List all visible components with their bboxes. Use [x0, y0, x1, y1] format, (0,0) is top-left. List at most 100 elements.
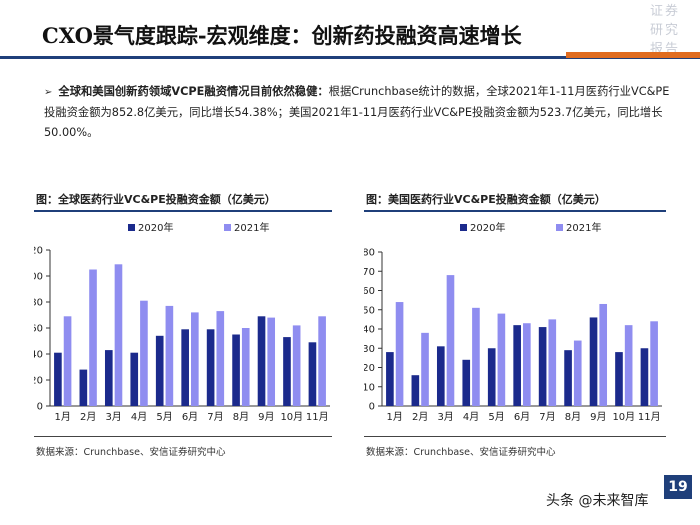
legend-label: 2020年 [470, 221, 505, 234]
bar [283, 337, 291, 406]
x-tick-label: 6月 [514, 411, 530, 423]
bar [191, 312, 199, 406]
bar [181, 329, 189, 406]
bar [130, 352, 139, 406]
legend-swatch [128, 224, 135, 231]
x-tick-label: 8月 [233, 411, 249, 423]
x-tick-label: 10月 [280, 411, 303, 423]
x-tick-label: 3月 [105, 411, 121, 423]
bar [599, 303, 608, 406]
bar [292, 325, 301, 406]
x-tick-label: 8月 [565, 411, 581, 423]
x-tick-label: 9月 [590, 411, 606, 423]
chart-source-global: 数据来源：Crunchbase、安信证券研究中心 [36, 447, 226, 458]
bar [63, 316, 72, 406]
y-tick-label: 20 [364, 363, 375, 374]
summary-body: 根据Crunchbase统计的数据，全球2021年1-11月医药行业VC&PE投… [44, 85, 670, 139]
bar [232, 334, 240, 406]
bar [421, 332, 429, 406]
x-tick-label: 11月 [638, 411, 661, 423]
legend-label: 2020年 [138, 221, 173, 234]
bar [206, 329, 215, 406]
bar [513, 325, 521, 406]
y-tick-label: 100 [34, 272, 43, 283]
bar [487, 348, 496, 406]
bar [589, 317, 598, 406]
bar [395, 302, 404, 406]
y-tick-label: 0 [369, 402, 375, 413]
x-tick-label: 10月 [612, 411, 635, 423]
x-tick-label: 6月 [182, 411, 198, 423]
legend-swatch [460, 224, 467, 231]
bar [318, 316, 326, 406]
y-tick-label: 80 [364, 248, 375, 259]
chart-title-rule [364, 210, 666, 212]
y-tick-label: 120 [34, 246, 43, 257]
bar [573, 340, 582, 406]
chart-title-global: 图：全球医药行业VC&PE投融资金额（亿美元） [36, 193, 276, 206]
arrow-bullet-icon: ➢ [44, 87, 53, 98]
y-tick-label: 0 [37, 402, 43, 413]
y-tick-label: 40 [364, 325, 375, 336]
y-tick-label: 10 [364, 382, 375, 393]
report-watermark: 证券 研究 报告 [644, 2, 686, 59]
y-tick-label: 50 [364, 305, 375, 316]
y-tick-label: 60 [34, 324, 43, 335]
bar [497, 313, 506, 406]
chart-title-rule [34, 210, 332, 212]
legend-label: 2021年 [234, 221, 269, 234]
legend-label: 2021年 [566, 221, 601, 234]
footer-source-badge: 头条 @未来智库 [546, 493, 649, 509]
y-tick-label: 70 [364, 267, 375, 278]
bar [564, 350, 572, 406]
y-tick-label: 40 [34, 350, 43, 361]
bar [548, 319, 557, 406]
bar [615, 352, 623, 406]
watermark-line: 证券 [649, 4, 680, 19]
x-tick-label: 5月 [156, 411, 172, 423]
bar [267, 317, 276, 406]
bar [216, 311, 225, 406]
chart-title-us: 图：美国医药行业VC&PE投融资金额（亿美元） [366, 193, 606, 206]
chart-source-us: 数据来源：Crunchbase、安信证券研究中心 [366, 447, 556, 458]
bar [446, 275, 455, 406]
bar [523, 323, 531, 406]
chart-bottom-rule [34, 436, 332, 437]
x-tick-label: 7月 [539, 411, 555, 423]
bar [114, 264, 123, 406]
us-investment-bar-chart: 2020年 2021年 0 10 20 30 40 50 60 70 80 1月 2月 3月 4月 5月 6月 7… [364, 221, 662, 423]
bar [436, 346, 445, 406]
x-tick-label: 2月 [412, 411, 428, 423]
y-tick-label: 30 [364, 344, 375, 355]
x-tick-label: 2月 [80, 411, 96, 423]
bar [308, 342, 317, 406]
chart-bottom-rule [364, 436, 666, 437]
bar [257, 316, 266, 406]
x-tick-label: 1月 [55, 411, 71, 423]
bar [140, 300, 148, 406]
x-tick-label: 7月 [207, 411, 223, 423]
summary-paragraph: ➢ 全球和美国创新药领域VCPE融资情况目前依然稳健：根据Crunchbase统计… [44, 82, 672, 143]
x-tick-label: 4月 [463, 411, 479, 423]
legend-swatch [224, 224, 231, 231]
y-tick-label: 60 [364, 286, 375, 297]
x-tick-label: 11月 [306, 411, 329, 423]
bar [472, 307, 480, 406]
bar [104, 350, 113, 406]
x-tick-label: 3月 [437, 411, 453, 423]
bar [640, 348, 649, 406]
watermark-line: 研究 [649, 23, 680, 38]
x-tick-label: 5月 [488, 411, 504, 423]
bar [462, 359, 471, 406]
title-divider-accent [566, 52, 700, 58]
summary-lead: 全球和美国创新药领域VCPE融资情况目前依然稳健： [58, 85, 329, 98]
global-investment-bar-chart: 2020年 2021年 0 20 40 60 80 100 120 1月 2月 3月 4月 5月 6月 7月 8… [34, 221, 330, 423]
y-tick-label: 80 [34, 298, 43, 309]
legend-swatch [556, 224, 563, 231]
bar [411, 375, 420, 406]
bar [386, 352, 394, 406]
title-divider [0, 56, 700, 59]
x-tick-label: 9月 [258, 411, 274, 423]
bar [624, 325, 633, 406]
x-tick-label: 1月 [387, 411, 403, 423]
